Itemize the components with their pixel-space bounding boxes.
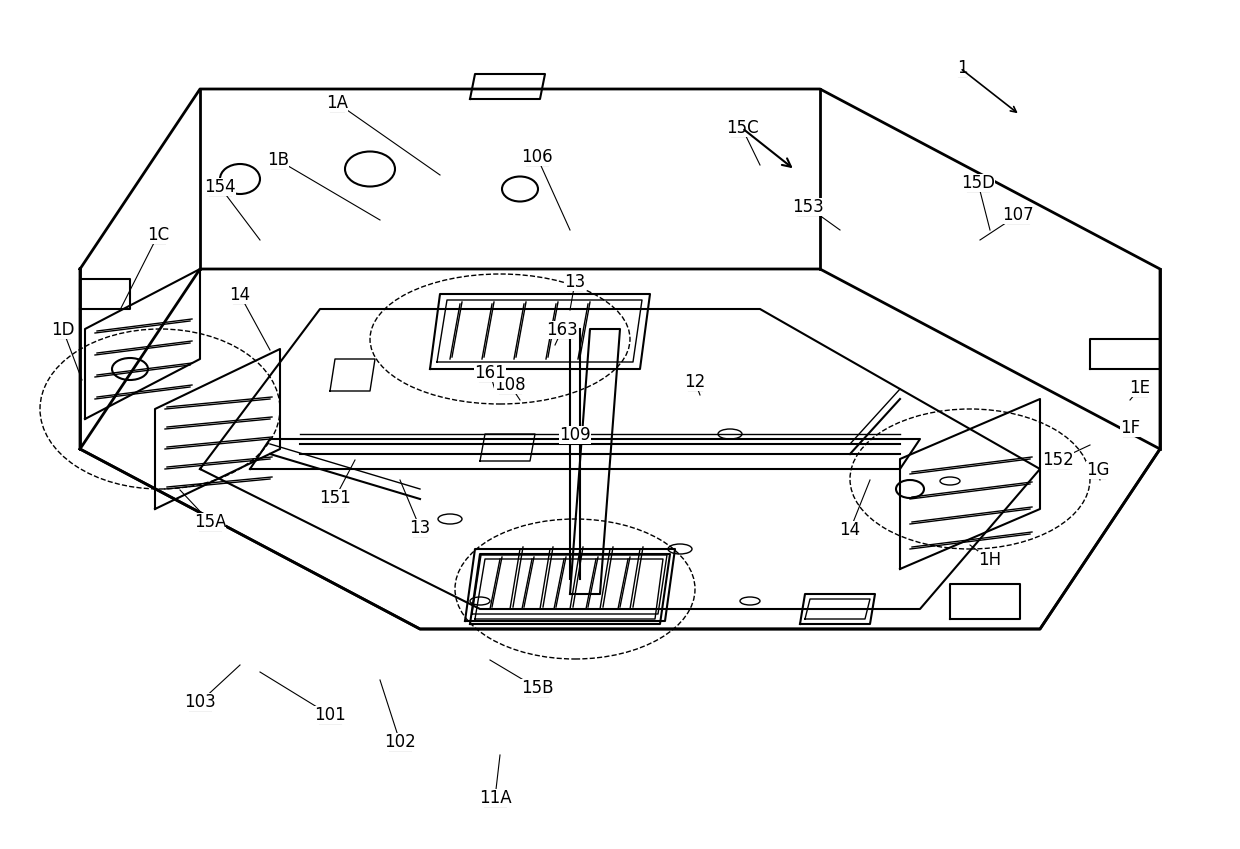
Text: 1F: 1F <box>1120 419 1140 437</box>
Text: 15B: 15B <box>521 679 553 697</box>
Text: 1H: 1H <box>978 551 1002 569</box>
Text: 106: 106 <box>521 148 553 166</box>
Text: 13: 13 <box>409 519 430 537</box>
Text: 1: 1 <box>957 59 967 77</box>
Text: 1A: 1A <box>326 94 348 112</box>
Text: 107: 107 <box>1002 206 1034 224</box>
Text: 13: 13 <box>564 273 585 291</box>
Text: 12: 12 <box>684 373 706 391</box>
Text: 1G: 1G <box>1086 461 1110 479</box>
Text: 153: 153 <box>792 198 823 216</box>
Text: 154: 154 <box>205 178 236 196</box>
Text: 15A: 15A <box>193 513 226 531</box>
Text: 109: 109 <box>559 426 590 444</box>
Text: 151: 151 <box>319 489 351 507</box>
Text: 161: 161 <box>474 364 506 382</box>
Text: 15D: 15D <box>961 174 994 192</box>
Text: 102: 102 <box>384 733 415 751</box>
Text: 103: 103 <box>184 693 216 711</box>
Text: 15C: 15C <box>725 119 759 137</box>
Text: 101: 101 <box>314 706 346 724</box>
Text: 14: 14 <box>839 521 861 539</box>
Text: 14: 14 <box>229 286 250 304</box>
Text: 1D: 1D <box>51 321 74 339</box>
Text: 163: 163 <box>546 321 578 339</box>
Text: 1E: 1E <box>1130 379 1151 397</box>
Text: 1B: 1B <box>267 151 289 169</box>
Text: 11A: 11A <box>479 789 511 807</box>
Text: 108: 108 <box>495 376 526 394</box>
Text: 1C: 1C <box>146 226 169 244</box>
Text: 152: 152 <box>1042 451 1074 469</box>
